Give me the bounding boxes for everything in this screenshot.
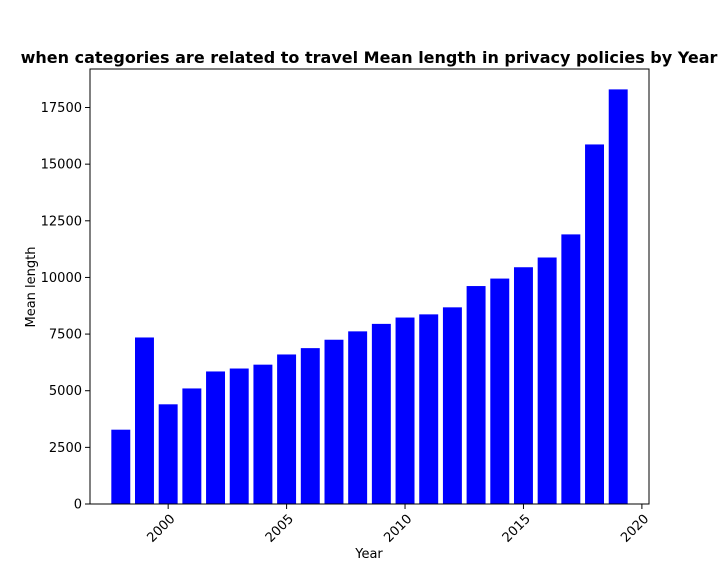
bar-2012 xyxy=(442,307,462,504)
bar-2004 xyxy=(253,364,273,504)
y-tick-label-15000: 15000 xyxy=(41,158,82,173)
x-tick-label-2020: 2020 xyxy=(618,512,652,546)
plot-frame xyxy=(89,68,650,505)
y-axis-label: Mean length xyxy=(24,247,39,328)
bar-2011 xyxy=(419,314,439,504)
y-axis: 0 2500 5000 7500 10000 12500 15000 17500 xyxy=(41,101,90,513)
y-tick-label-10000: 10000 xyxy=(41,271,82,286)
bar-2008 xyxy=(348,331,368,504)
chart-title: when categories are related to travel Me… xyxy=(21,48,718,67)
bar-2013 xyxy=(466,286,486,504)
bar-1999 xyxy=(135,337,154,504)
bar-2018 xyxy=(585,144,604,504)
y-tick-label-17500: 17500 xyxy=(41,101,82,116)
y-tick-label-5000: 5000 xyxy=(49,384,82,399)
y-tick-label-7500: 7500 xyxy=(49,328,82,343)
bar-2019 xyxy=(608,89,628,504)
bar-2007 xyxy=(324,339,344,504)
bar-2002 xyxy=(206,371,226,504)
x-tick-label-2010: 2010 xyxy=(381,512,415,546)
x-tick-label-2000: 2000 xyxy=(144,512,178,546)
bar-2001 xyxy=(182,388,202,504)
bar-2015 xyxy=(513,267,533,504)
bar-2005 xyxy=(277,354,297,504)
x-axis-label: Year xyxy=(354,547,383,562)
bar-2000 xyxy=(158,404,178,504)
y-tick-label-12500: 12500 xyxy=(41,214,82,229)
x-axis: 2000 2005 2010 2015 2020 xyxy=(144,504,652,546)
bar-2014 xyxy=(490,278,510,504)
x-tick-label-2015: 2015 xyxy=(500,512,534,546)
bars-group xyxy=(111,89,628,505)
y-tick-label-0: 0 xyxy=(74,498,82,513)
bar-2003 xyxy=(229,368,249,504)
y-tick-label-2500: 2500 xyxy=(49,441,82,456)
bar-2009 xyxy=(371,323,391,504)
bar-2017 xyxy=(561,234,581,504)
bar-2006 xyxy=(300,348,320,505)
bar-2016 xyxy=(537,257,557,504)
bar-1998 xyxy=(111,429,131,504)
x-tick-label-2005: 2005 xyxy=(263,512,297,546)
bar-2010 xyxy=(395,317,415,504)
